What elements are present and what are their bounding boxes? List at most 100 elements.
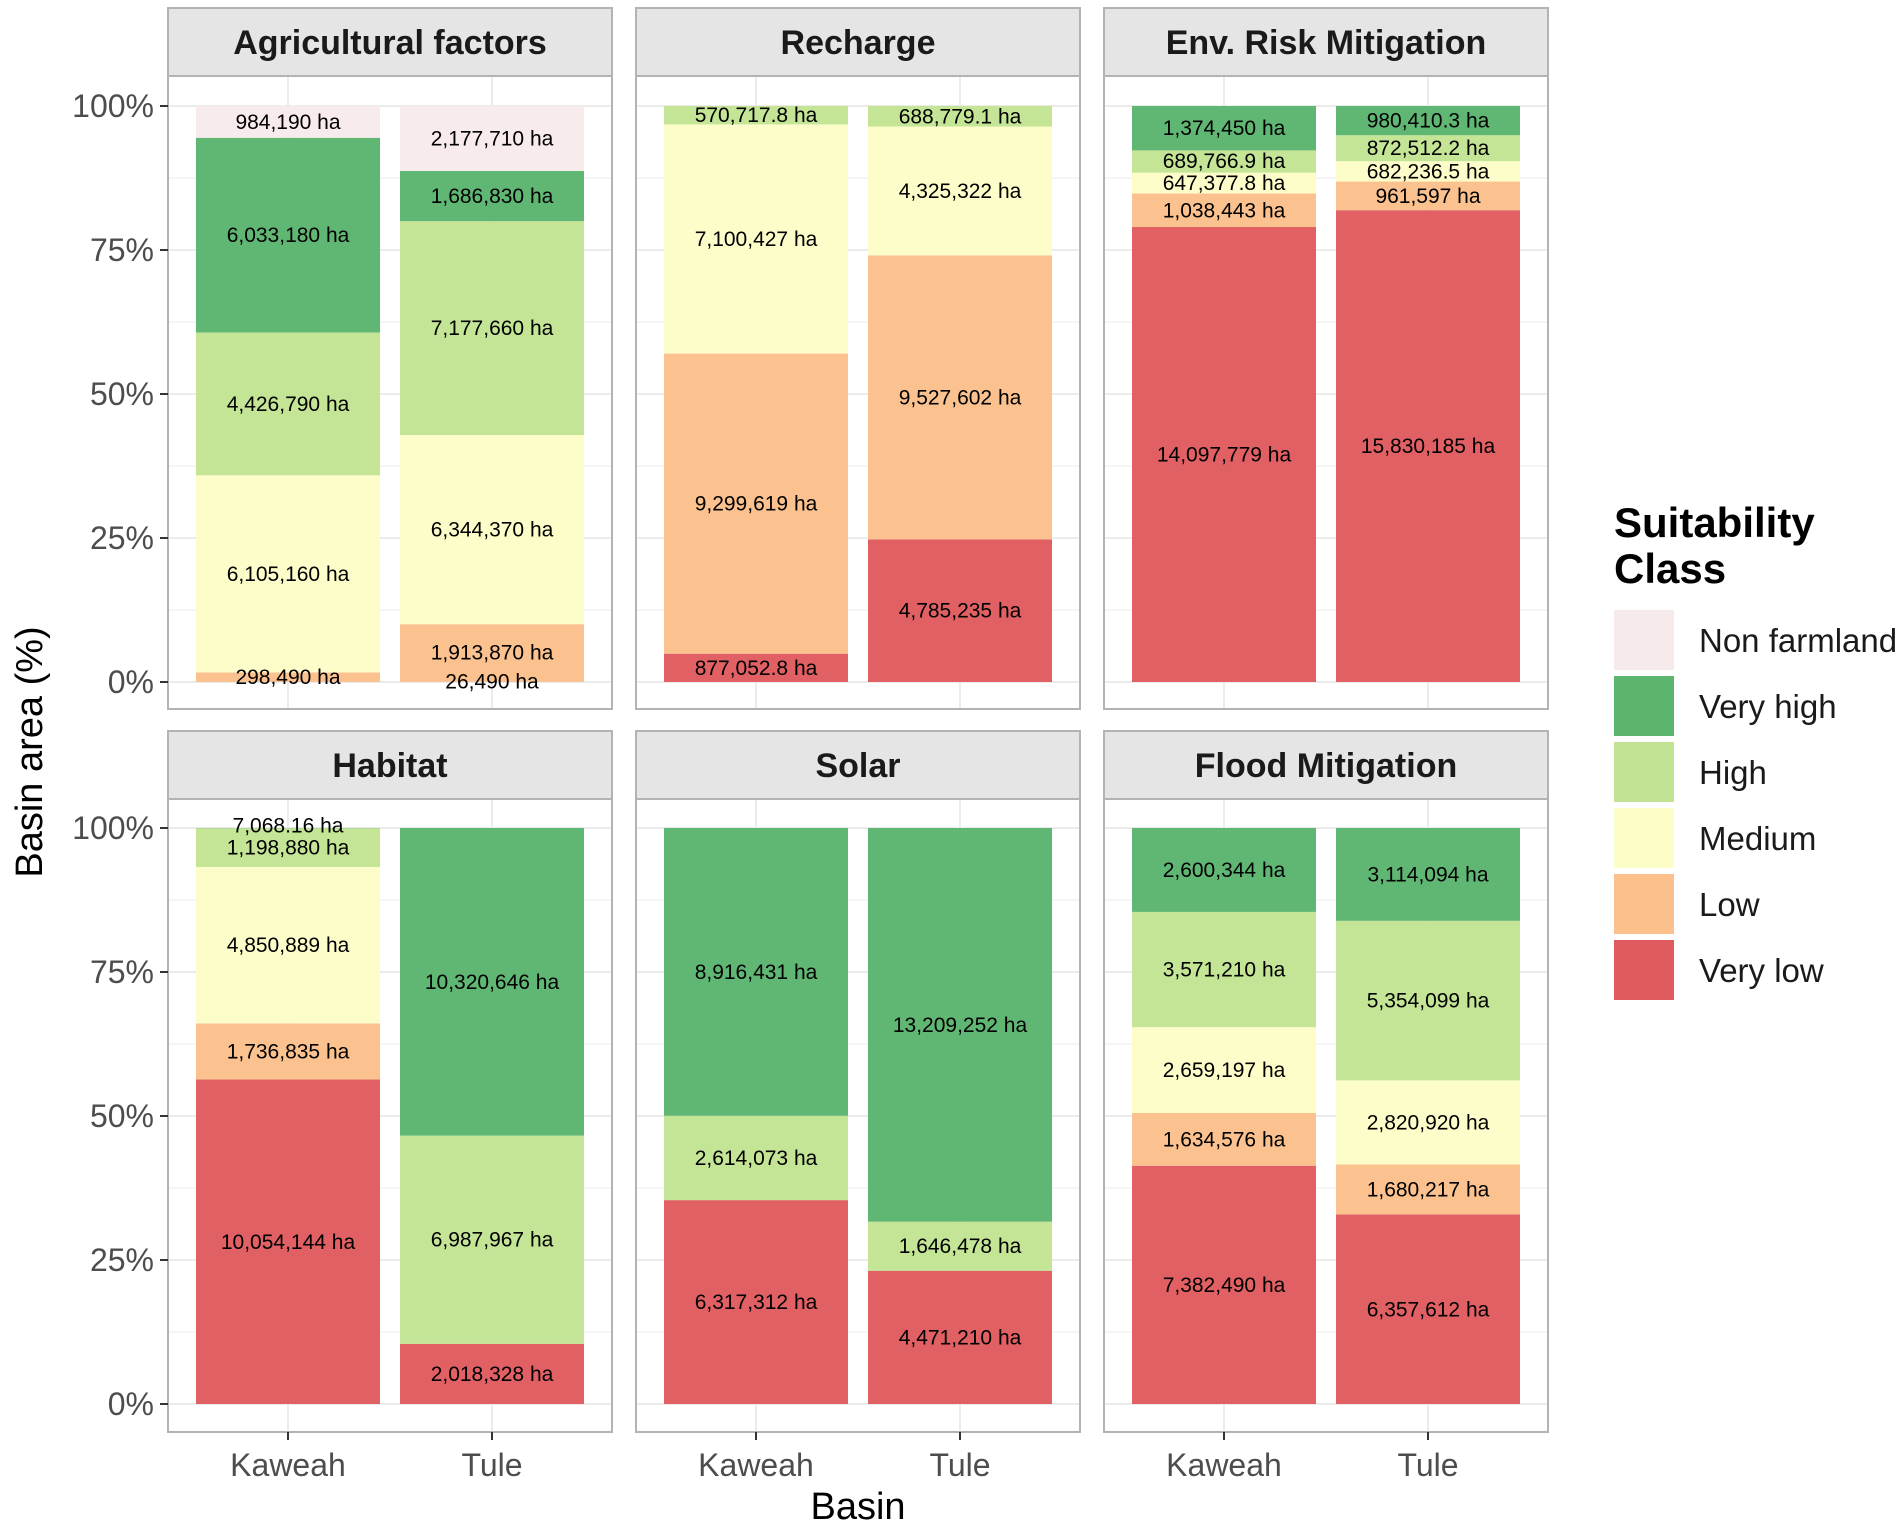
data-label: 1,680,217 ha bbox=[1367, 1178, 1490, 1201]
facet-title-habitat: Habitat bbox=[332, 747, 447, 785]
data-label: 4,850,889 ha bbox=[227, 934, 350, 957]
legend-key-swatch bbox=[1614, 940, 1674, 1000]
bar-segment-very-high bbox=[664, 828, 848, 1116]
data-label: 4,471,210 ha bbox=[899, 1326, 1022, 1349]
panel-habitat: Habitat 10,054,144 ha 1,736,835 ha 4,850,88… bbox=[167, 730, 613, 1433]
bar-flood-mitigation-tule: 6,357,612 ha 1,680,217 ha 2,820,920 ha 5,35… bbox=[1336, 828, 1520, 1404]
bar-segment-medium bbox=[868, 126, 1052, 256]
x-tick-label: Kaweah bbox=[230, 1447, 346, 1483]
bar-segment-very-high bbox=[196, 137, 380, 333]
data-label: 961,597 ha bbox=[1375, 185, 1480, 208]
data-label: 298,490 ha bbox=[235, 666, 340, 689]
y-tick-label: 0% bbox=[108, 1386, 154, 1422]
data-label: 10,320,646 ha bbox=[425, 971, 560, 994]
bar-solar-kaweah: 6,317,312 ha 2,614,073 ha 8,916,431 ha bbox=[664, 828, 848, 1404]
data-label: 7,068.16 ha bbox=[233, 815, 344, 838]
legend-key-swatch bbox=[1614, 676, 1674, 736]
y-tick-label: 50% bbox=[90, 376, 154, 412]
panel-recharge: Recharge 877,052.8 ha 9,299,619 ha 7,100,42… bbox=[635, 7, 1081, 710]
bar-segment-very-low bbox=[400, 1343, 584, 1404]
bar-segment-very-high bbox=[400, 170, 584, 222]
data-label: 6,317,312 ha bbox=[695, 1291, 818, 1314]
bar-segment-high bbox=[664, 1115, 848, 1201]
y-tick-label: 0% bbox=[108, 664, 154, 700]
legend-entry-low: Low bbox=[1614, 874, 1760, 934]
bar-segment-low bbox=[1336, 181, 1520, 211]
x-tick-label: Kaweah bbox=[698, 1447, 814, 1483]
data-label: 5,354,099 ha bbox=[1367, 990, 1490, 1013]
data-label: 8,916,431 ha bbox=[695, 961, 818, 984]
legend-entry-non-farmland: Non farmland bbox=[1614, 610, 1897, 670]
legend-key-swatch bbox=[1614, 610, 1674, 670]
facet-strip-agricultural-factors bbox=[167, 7, 613, 77]
data-label: 4,325,322 ha bbox=[899, 180, 1022, 203]
data-label: 9,299,619 ha bbox=[695, 493, 818, 516]
panels-layer: Agricultural factors 298,490 ha 6,105,160 … bbox=[167, 7, 1549, 1433]
facet-title-agricultural-factors: Agricultural factors bbox=[233, 24, 547, 62]
bar-segment-high bbox=[1336, 920, 1520, 1081]
bar-recharge-tule: 4,785,235 ha 9,527,602 ha 4,325,322 ha 688,… bbox=[868, 105, 1052, 682]
bar-segment-high bbox=[868, 1221, 1052, 1271]
legend-key-swatch bbox=[1614, 808, 1674, 868]
data-label: 1,038,443 ha bbox=[1163, 199, 1286, 222]
bar-segment-low bbox=[400, 681, 584, 682]
legend-title: Class bbox=[1614, 545, 1726, 592]
data-label: 1,198,880 ha bbox=[227, 837, 350, 860]
bar-env-risk-mitigation-kaweah: 14,097,779 ha 1,038,443 ha 647,377.8 ha689… bbox=[1132, 106, 1316, 683]
y-tick-label: 75% bbox=[90, 232, 154, 268]
bar-segment-low bbox=[1336, 1164, 1520, 1215]
facet-strip-habitat bbox=[167, 730, 613, 800]
legend-label: Very low bbox=[1699, 952, 1824, 989]
data-label: 2,659,197 ha bbox=[1163, 1059, 1286, 1082]
bar-segment-medium bbox=[1132, 172, 1316, 194]
bar-segment-low bbox=[400, 624, 584, 682]
data-label: 689,766.9 ha bbox=[1163, 150, 1286, 173]
data-label: 2,177,710 ha bbox=[431, 127, 554, 150]
bar-segment-very-low bbox=[1336, 1214, 1520, 1404]
x-tick-label: Tule bbox=[929, 1447, 990, 1483]
legend-label: Very high bbox=[1699, 688, 1837, 725]
facet-strip-env-risk-mitigation bbox=[1103, 7, 1549, 77]
bar-segment-very-low bbox=[664, 653, 848, 682]
bar-habitat-kaweah: 10,054,144 ha 1,736,835 ha 4,850,889 ha 1,1… bbox=[196, 815, 380, 1404]
data-label: 15,830,185 ha bbox=[1361, 435, 1496, 458]
data-label: 682,236.5 ha bbox=[1367, 160, 1490, 183]
bar-segment-very-high bbox=[1336, 828, 1520, 921]
bar-segment-very-low bbox=[664, 1200, 848, 1404]
bar-segment-very-high bbox=[868, 828, 1052, 1222]
panel-env-risk-mitigation: Env. Risk Mitigation 14,097,779 ha 1,038,4… bbox=[1103, 7, 1549, 710]
bar-segment-high bbox=[196, 332, 380, 476]
legend-key-swatch bbox=[1614, 742, 1674, 802]
data-label: 1,913,870 ha bbox=[431, 642, 554, 665]
data-label: 7,100,427 ha bbox=[695, 228, 818, 251]
facet-title-recharge: Recharge bbox=[781, 24, 936, 62]
bar-agricultural-factors-kaweah: 298,490 ha 6,105,160 ha 4,426,790 ha 6,033,… bbox=[196, 106, 380, 689]
legend-label: High bbox=[1699, 754, 1767, 791]
bar-segment-low bbox=[196, 672, 380, 682]
panel-flood-mitigation: Flood Mitigation 7,382,490 ha 1,634,576 ha… bbox=[1103, 730, 1549, 1433]
data-label: 1,646,478 ha bbox=[899, 1235, 1022, 1258]
legend-label: Low bbox=[1699, 886, 1760, 923]
x-axis-title: Basin bbox=[810, 1486, 905, 1524]
data-label: 10,054,144 ha bbox=[221, 1231, 356, 1254]
bar-segment-very-high bbox=[400, 828, 584, 1136]
bar-segment-non-farmland bbox=[196, 106, 380, 138]
data-label: 6,033,180 ha bbox=[227, 224, 350, 247]
y-axis-title: Basin area (%) bbox=[9, 626, 51, 877]
facet-title-env-risk-mitigation: Env. Risk Mitigation bbox=[1166, 24, 1487, 62]
bar-solar-tule: 4,471,210 ha 1,646,478 ha 13,209,252 ha bbox=[868, 828, 1052, 1404]
bar-segment-high bbox=[400, 221, 584, 436]
facet-strip-flood-mitigation bbox=[1103, 730, 1549, 800]
bar-segment-high bbox=[1336, 135, 1520, 162]
bar-segment-medium bbox=[1336, 161, 1520, 182]
bar-agricultural-factors-tule: 26,490 ha 1,913,870 ha 6,344,370 ha 7,177,6… bbox=[400, 106, 584, 694]
data-label: 1,736,835 ha bbox=[227, 1040, 350, 1063]
y-tick-label: 100% bbox=[72, 88, 154, 124]
data-label: 570,717.8 ha bbox=[695, 104, 818, 127]
data-label: 3,571,210 ha bbox=[1163, 959, 1286, 982]
bar-segment-very-low bbox=[1132, 1165, 1316, 1404]
y-tick-label: 25% bbox=[90, 1242, 154, 1278]
